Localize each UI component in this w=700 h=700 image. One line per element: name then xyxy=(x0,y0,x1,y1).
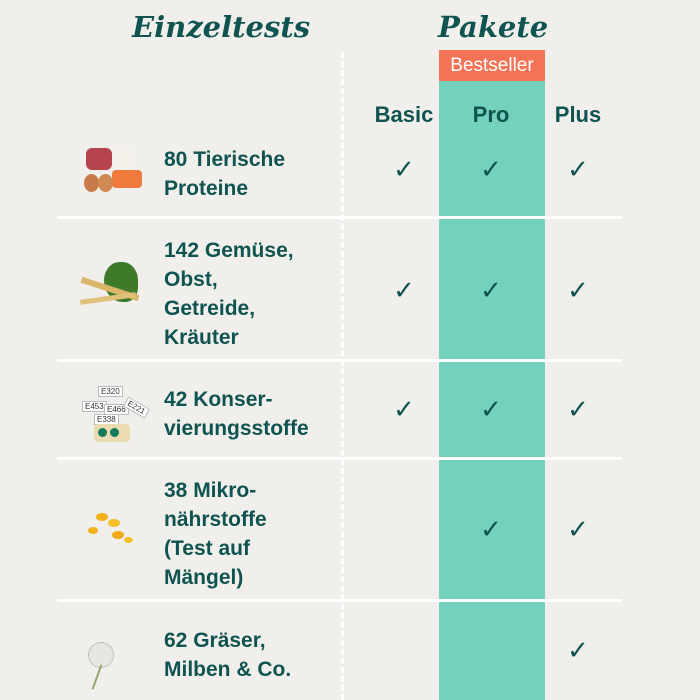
row-divider xyxy=(57,359,622,362)
label-line: 42 Konser- xyxy=(164,388,273,411)
divider xyxy=(341,52,344,700)
check-icon-basic: ✓ xyxy=(393,395,415,425)
check-icon-basic: ✓ xyxy=(393,155,415,185)
spinach-grain-icon xyxy=(78,262,150,322)
label-line: nährstoffe xyxy=(164,508,267,531)
row-divider xyxy=(57,457,622,460)
check-icon-pro: ✓ xyxy=(480,276,502,306)
e-number-tag: E221 xyxy=(122,396,150,419)
row-label-mikronaehrstoffe: 38 Mikro-nährstoffe (Test auf Mängel) xyxy=(164,476,267,592)
label-line: Proteine xyxy=(164,177,249,200)
einzeltests-title: Einzeltests xyxy=(132,10,311,44)
dandelion-icon xyxy=(78,628,150,690)
column-plus: Plus xyxy=(554,102,602,127)
check-icon-plus: ✓ xyxy=(567,636,589,666)
label-line: Kräuter xyxy=(164,326,239,349)
check-icon-basic: ✓ xyxy=(393,276,415,306)
label-line: Getreide, xyxy=(164,297,256,320)
label-line: vierungsstoffe xyxy=(164,417,309,440)
label-line: Obst, xyxy=(164,268,218,291)
row-divider xyxy=(57,599,622,602)
label-line: (Test auf xyxy=(164,537,250,560)
row-label-graeser: 62 Gräser, Milben & Co. xyxy=(164,626,291,684)
label-line: Milben & Co. xyxy=(164,658,292,681)
label-line: 80 Tierische xyxy=(164,148,286,171)
column-basic: Basic xyxy=(374,102,434,127)
check-icon-plus: ✓ xyxy=(567,515,589,545)
check-icon-plus: ✓ xyxy=(567,155,589,185)
e-number-tag: E320 xyxy=(98,386,123,397)
e-number-signs-icon: E320 E453 E466 E221 E338 xyxy=(78,384,150,444)
row-label-proteine: 80 Tierische Proteine xyxy=(164,145,285,203)
pro-column-highlight xyxy=(439,50,545,700)
pakete-title: Pakete xyxy=(438,10,549,44)
row-label-gemuese: 142 Gemüse, Obst, Getreide, Kräuter xyxy=(164,236,294,352)
check-icon-pro: ✓ xyxy=(480,395,502,425)
bestseller-badge: Bestseller xyxy=(439,50,545,81)
capsules-icon xyxy=(78,505,150,565)
check-icon-plus: ✓ xyxy=(567,276,589,306)
meat-fish-eggs-icon xyxy=(78,142,150,202)
label-line: Mängel) xyxy=(164,566,244,589)
e-number-tag: E453 xyxy=(82,401,107,412)
column-pro: Pro xyxy=(472,102,510,127)
check-icon-pro: ✓ xyxy=(480,515,502,545)
label-line: 142 Gemüse, xyxy=(164,239,294,262)
label-line: 62 Gräser, xyxy=(164,629,266,652)
row-label-konservierungsstoffe: 42 Konser-vierungsstoffe xyxy=(164,385,309,443)
row-divider xyxy=(57,216,622,219)
check-icon-pro: ✓ xyxy=(480,155,502,185)
label-line: 38 Mikro- xyxy=(164,479,257,502)
check-icon-plus: ✓ xyxy=(567,395,589,425)
